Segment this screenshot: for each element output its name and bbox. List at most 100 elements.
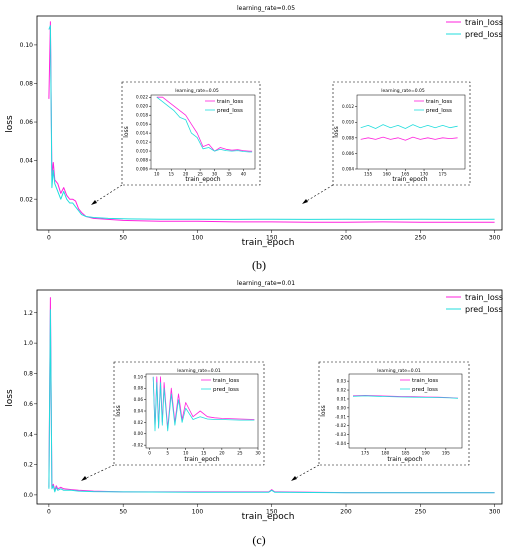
x-tick-label: 5 <box>166 451 169 456</box>
y-tick-label: 0.008 <box>136 158 148 163</box>
inset-c1-ylabel: loss <box>115 405 122 417</box>
chart-c-main: learning_rate=0.01 0 50 100 150 200 250 3000.0… <box>5 280 503 522</box>
inset-b1-legend-train: train_loss <box>217 99 243 105</box>
y-tick-label: -0.02 <box>132 443 143 448</box>
x-tick-label: 155 <box>364 172 372 177</box>
x-tick-label: 150 <box>266 509 278 516</box>
chart-c-ylabel: loss <box>5 389 15 407</box>
x-tick-label: 165 <box>401 172 409 177</box>
inset-b1-ylabel: loss <box>123 126 130 138</box>
x-tick-label: 30 <box>255 451 261 456</box>
inset-c2-pointer-head <box>291 476 297 481</box>
x-tick-label: 0 <box>148 451 151 456</box>
chart-c-inset-1: learning_rate=0.01 0 5 10 15 20 25 30 -0.02 0.00… <box>113 361 265 466</box>
y-tick-label: 0.4 <box>23 431 33 438</box>
series-line-pred-loss <box>152 376 255 432</box>
chart-b-title: learning_rate=0.05 <box>237 5 295 12</box>
series-line-pred-loss <box>48 25 495 220</box>
y-tick-label: 0.8 <box>23 371 33 378</box>
y-tick-label: -0.01 <box>335 414 346 419</box>
y-tick-label: 0.010 <box>342 120 354 125</box>
inset-c1-legend-train: train_loss <box>213 378 239 384</box>
y-tick-label: 0.02 <box>20 196 34 203</box>
y-tick-label: 0.00 <box>337 405 347 410</box>
chart-b-main: learning_rate=0.05 0 50 100 150 200 250 300 0.0… <box>5 5 503 248</box>
x-tick-label: 15 <box>201 451 207 456</box>
x-tick-label: 300 <box>489 235 501 242</box>
legend-label-pred: pred_loss <box>465 30 503 39</box>
chart-b-xlabel: train_epoch <box>242 238 295 248</box>
y-tick-label: 0.01 <box>337 396 347 401</box>
y-tick-label: 0.006 <box>136 166 148 171</box>
y-tick-label: 0.006 <box>342 151 354 156</box>
y-tick-label: 0.012 <box>136 140 148 145</box>
inset-c1-xlabel: train_epoch <box>184 456 219 463</box>
x-tick-label: 10 <box>154 172 160 177</box>
y-tick-label: 1.2 <box>23 310 33 317</box>
y-tick-label: 0.04 <box>20 158 34 165</box>
chart-c-inset-2: learning_rate=0.01 175 180 185 190 195 -0.04 -… <box>318 361 470 466</box>
y-tick-label: 0.06 <box>20 119 34 126</box>
y-tick-label: 0.020 <box>136 104 148 109</box>
y-tick-label: 0.02 <box>337 388 347 393</box>
y-tick-label: 0.03 <box>337 379 347 384</box>
y-tick-label: 0.08 <box>20 81 34 88</box>
inset-c2-pointer <box>293 464 320 480</box>
inset-b2-ylabel: loss <box>333 126 340 138</box>
y-tick-label: 0.014 <box>136 131 148 136</box>
series-line-train-loss <box>156 96 253 152</box>
x-tick-label: 0 <box>47 509 51 516</box>
y-tick-label: 0.02 <box>134 420 144 425</box>
y-tick-label: 0.10 <box>20 42 34 49</box>
x-tick-label: 20 <box>219 451 225 456</box>
x-tick-label: 30 <box>212 172 218 177</box>
series-line-pred-loss <box>360 124 458 129</box>
chart-b-frame <box>36 15 503 231</box>
x-tick-label: 15 <box>169 172 175 177</box>
y-tick-label: 1.0 <box>23 340 33 347</box>
x-tick-label: 160 <box>383 172 391 177</box>
x-tick-label: 180 <box>381 451 389 456</box>
chart-b-ylabel: loss <box>5 115 15 133</box>
y-tick-label: 0.00 <box>134 431 144 436</box>
y-tick-label: 0.008 <box>342 135 354 140</box>
x-tick-label: 100 <box>192 235 204 242</box>
inset-b1-pointer <box>93 184 123 204</box>
series-line-pred-loss <box>352 395 459 399</box>
x-tick-label: 200 <box>340 509 352 516</box>
x-tick-label: 185 <box>402 451 410 456</box>
inset-b2-legend-pred: pred_loss <box>426 108 452 114</box>
x-tick-label: 35 <box>226 172 232 177</box>
inset-b1-title: learning_rate=0.05 <box>175 88 219 94</box>
inset-c1-legend-pred: pred_loss <box>213 387 239 393</box>
inset-b2-legend-train: train_loss <box>426 99 452 105</box>
y-tick-label: -0.03 <box>335 432 346 437</box>
y-tick-label: -0.02 <box>335 423 346 428</box>
x-tick-label: 50 <box>119 235 127 242</box>
series-line-train-loss <box>360 136 458 141</box>
y-tick-label: 0.08 <box>134 386 144 391</box>
inset-c1-pointer-head <box>81 476 87 481</box>
chart-c-legend: train_loss pred_loss <box>446 293 503 314</box>
chart-c-title: learning_rate=0.01 <box>237 280 295 287</box>
chart-b-inset-2: learning_rate=0.05 155 160 165 170 175 0.004 0… <box>332 81 471 186</box>
x-tick-label: 10 <box>183 451 189 456</box>
series-line-pred-loss <box>156 96 253 153</box>
caption-b: (b) <box>252 258 266 272</box>
series-line-train-loss <box>48 21 495 223</box>
x-tick-label: 175 <box>361 451 369 456</box>
y-tick-label: 0.2 <box>23 462 33 469</box>
inset-b2-title: learning_rate=0.05 <box>381 88 425 94</box>
x-tick-label: 100 <box>192 509 204 516</box>
y-tick-label: 0.016 <box>136 122 148 127</box>
y-tick-label: 0.06 <box>134 397 144 402</box>
inset-b1-legend-pred: pred_loss <box>217 108 243 114</box>
x-tick-label: 190 <box>422 451 430 456</box>
y-tick-label: 0.004 <box>342 166 354 171</box>
inset-b2-frame <box>356 94 466 170</box>
inset-c1-pointer <box>83 464 115 480</box>
x-tick-label: 150 <box>266 235 278 242</box>
x-tick-label: 40 <box>241 172 247 177</box>
x-tick-label: 25 <box>197 172 203 177</box>
